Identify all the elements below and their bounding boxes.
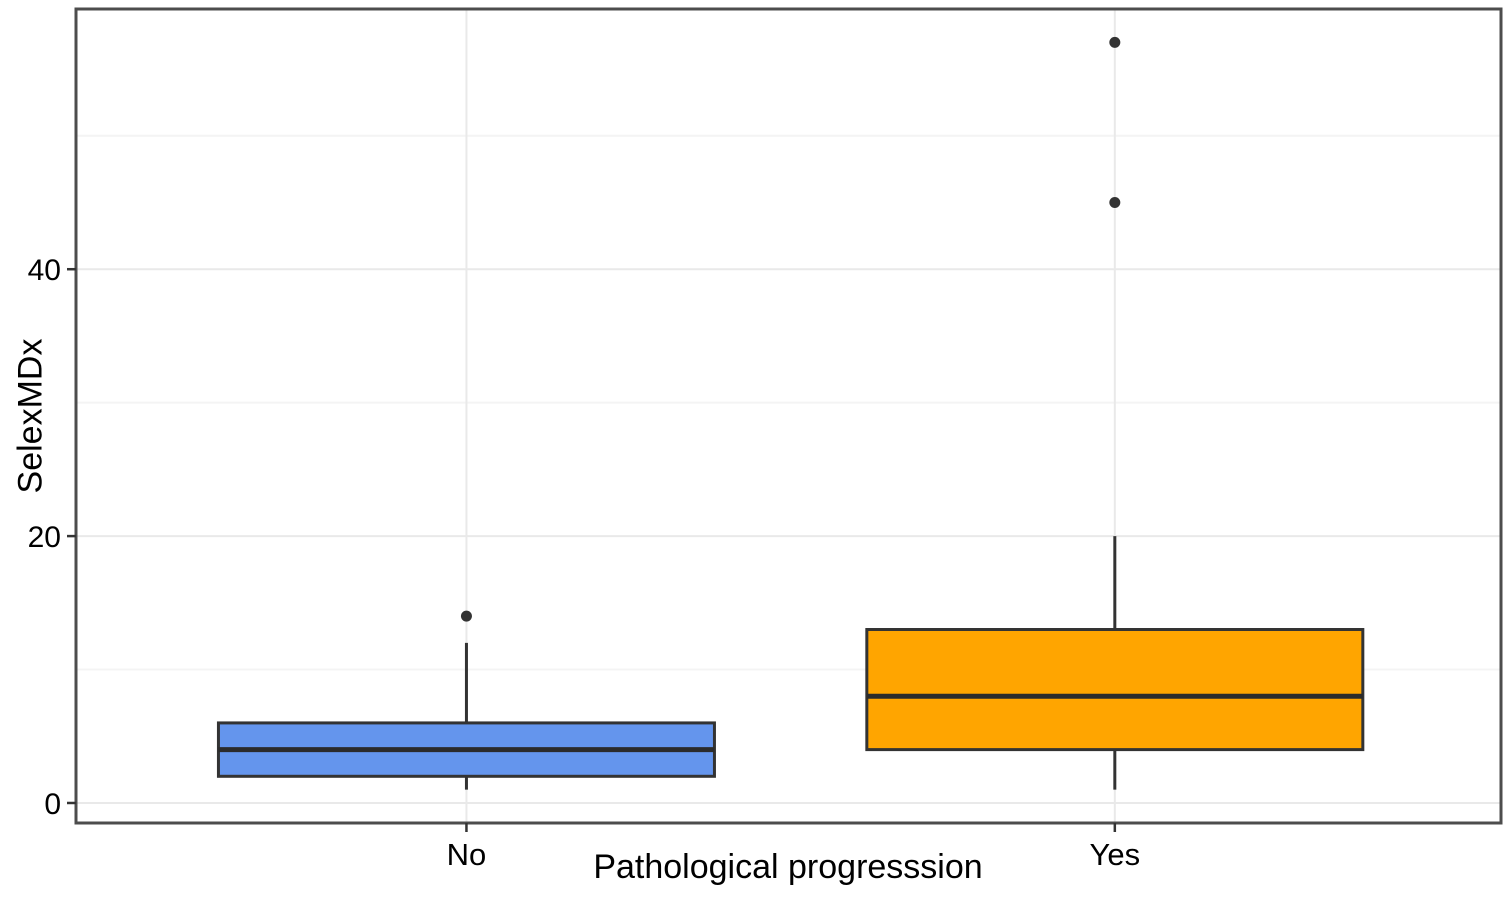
x-tick-label: Yes xyxy=(1090,837,1141,872)
y-axis-title: SelexMDx xyxy=(11,338,50,494)
x-axis-title: Pathological progresssion xyxy=(593,848,983,886)
panel-border xyxy=(74,7,1503,825)
x-tick-label: No xyxy=(447,837,487,872)
outlier-point-no xyxy=(460,610,472,622)
outlier-point-yes xyxy=(1109,196,1121,208)
y-tick-label: 0 xyxy=(44,788,61,821)
box-yes xyxy=(865,628,1365,752)
y-tick-label: 40 xyxy=(28,254,61,287)
y-tick-label: 20 xyxy=(28,521,61,554)
outlier-point-yes xyxy=(1109,36,1121,48)
